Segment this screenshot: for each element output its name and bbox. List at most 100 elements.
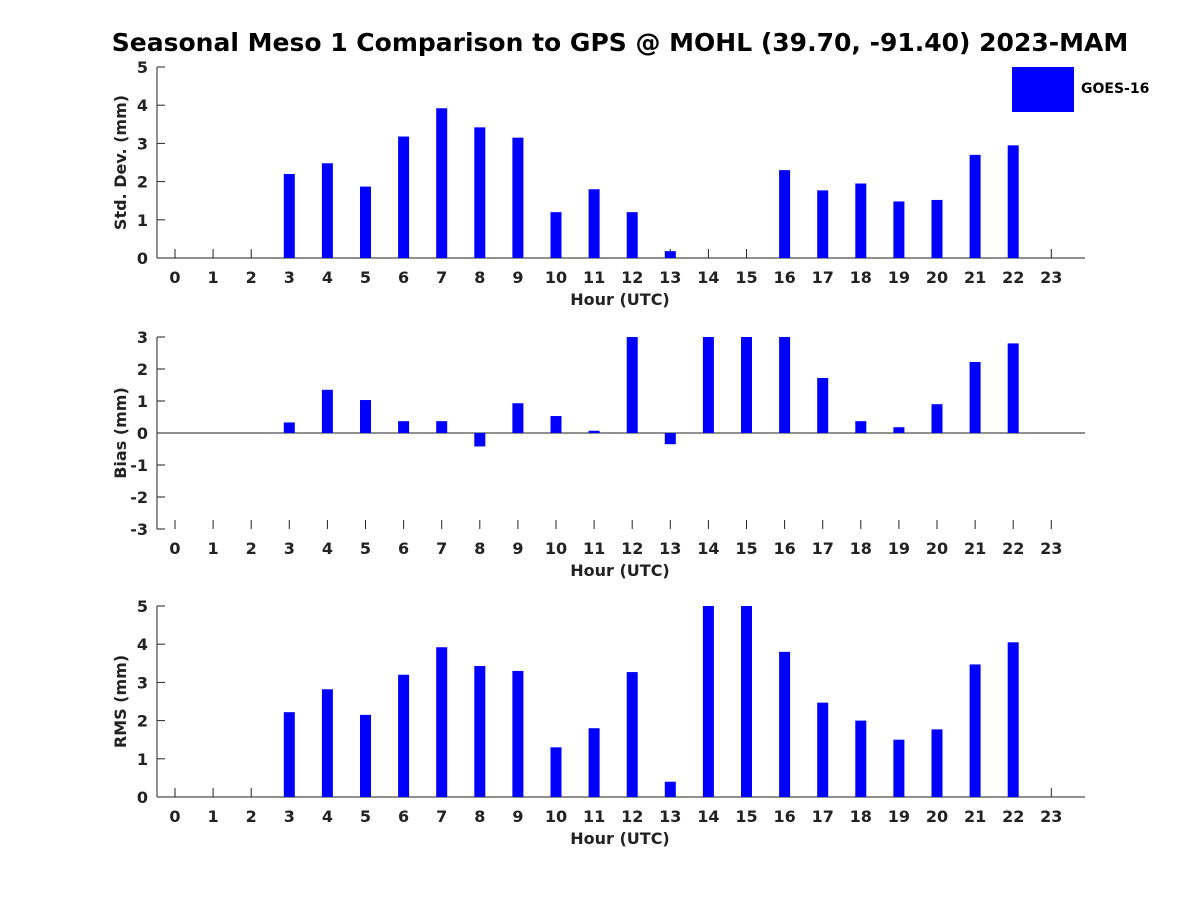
y-axis-label: RMS (mm): [111, 655, 130, 748]
x-tick-label: 15: [735, 807, 757, 826]
bar-hour-19: [893, 201, 905, 258]
y-tick-label: 4: [137, 96, 148, 115]
x-tick-label: 16: [773, 268, 795, 287]
x-tick-label: 2: [246, 807, 257, 826]
bar-hour-10: [550, 416, 562, 433]
x-tick-label: 14: [697, 807, 719, 826]
bar-hour-6: [398, 421, 410, 433]
x-tick-label: 20: [926, 268, 948, 287]
bar-hour-20: [931, 199, 943, 258]
y-tick-label: 0: [137, 424, 148, 443]
y-tick-label: 0: [137, 788, 148, 807]
x-tick-label: 13: [659, 539, 681, 558]
x-tick-label: 15: [735, 268, 757, 287]
legend-swatch: [1012, 67, 1074, 112]
bar-hour-21: [969, 361, 981, 433]
bar-hour-5: [360, 186, 371, 258]
bar-hour-5: [360, 400, 371, 433]
y-tick-label: 2: [137, 173, 148, 192]
x-tick-label: 11: [583, 268, 605, 287]
y-tick-label: 2: [137, 360, 148, 379]
y-tick-label: 3: [137, 673, 148, 692]
bar-hour-7: [436, 421, 448, 433]
x-tick-label: 8: [474, 807, 485, 826]
x-tick-label: 11: [583, 539, 605, 558]
x-tick-label: 4: [322, 807, 333, 826]
x-tick-label: 18: [850, 539, 872, 558]
bar-hour-21: [969, 154, 981, 258]
x-tick-label: 20: [926, 807, 948, 826]
bar-hour-18: [855, 183, 867, 258]
x-tick-label: 4: [322, 268, 333, 287]
x-tick-label: 7: [436, 268, 447, 287]
y-tick-label: 5: [137, 58, 148, 77]
x-tick-label: 15: [735, 539, 757, 558]
bar-hour-13: [664, 781, 676, 797]
x-tick-label: 1: [208, 807, 219, 826]
x-tick-label: 23: [1040, 539, 1062, 558]
x-tick-label: 12: [621, 807, 643, 826]
x-tick-label: 22: [1002, 539, 1024, 558]
bar-hour-16: [779, 651, 791, 797]
x-tick-label: 16: [773, 807, 795, 826]
y-tick-label: 1: [137, 211, 148, 230]
bar-hour-9: [512, 137, 524, 258]
x-tick-label: 0: [169, 268, 180, 287]
x-tick-label: 7: [436, 539, 447, 558]
bar-hour-3: [283, 173, 295, 258]
bar-hour-13: [664, 251, 676, 258]
x-tick-label: 10: [545, 807, 567, 826]
x-tick-label: 0: [169, 807, 180, 826]
bar-hour-18: [855, 421, 867, 433]
x-tick-label: 13: [659, 807, 681, 826]
y-tick-label: 1: [137, 392, 148, 411]
x-tick-label: 0: [169, 539, 180, 558]
x-tick-label: 16: [773, 539, 795, 558]
bar-hour-6: [398, 674, 410, 797]
x-tick-label: 18: [850, 268, 872, 287]
bar-hour-9: [512, 403, 524, 433]
bar-hour-4: [321, 389, 333, 433]
x-tick-label: 12: [621, 268, 643, 287]
bar-hour-17: [817, 377, 829, 433]
x-tick-label: 21: [964, 268, 986, 287]
x-axis-label: Hour (UTC): [570, 561, 670, 580]
bar-hour-9: [512, 670, 524, 797]
bar-hour-8: [474, 127, 486, 258]
bar-hour-20: [931, 729, 943, 797]
x-tick-label: 17: [812, 268, 834, 287]
bar-hour-17: [817, 190, 829, 258]
x-tick-label: 17: [812, 807, 834, 826]
x-tick-label: 18: [850, 807, 872, 826]
bar-hour-3: [283, 422, 295, 433]
bar-hour-4: [321, 163, 333, 258]
bar-hour-14: [702, 337, 714, 433]
bar-hour-22: [1007, 343, 1019, 433]
bar-hour-19: [893, 739, 905, 797]
x-tick-label: 13: [659, 268, 681, 287]
figure-title: Seasonal Meso 1 Comparison to GPS @ MOHL…: [111, 28, 1129, 57]
y-tick-label: -2: [130, 488, 148, 507]
x-tick-label: 9: [512, 807, 523, 826]
x-tick-label: 17: [812, 539, 834, 558]
bar-hour-12: [626, 212, 638, 258]
x-tick-label: 6: [398, 807, 409, 826]
y-tick-label: 0: [137, 249, 148, 268]
bar-hour-8: [474, 433, 486, 447]
bar-hour-10: [550, 212, 562, 258]
bar-hour-16: [779, 337, 791, 433]
x-tick-label: 4: [322, 539, 333, 558]
x-tick-label: 3: [284, 807, 295, 826]
x-tick-label: 19: [888, 807, 910, 826]
x-tick-label: 5: [360, 807, 371, 826]
x-tick-label: 20: [926, 539, 948, 558]
x-tick-label: 11: [583, 807, 605, 826]
x-tick-label: 14: [697, 539, 719, 558]
x-tick-label: 5: [360, 539, 371, 558]
bar-hour-7: [436, 647, 448, 797]
x-tick-label: 22: [1002, 268, 1024, 287]
y-tick-label: 2: [137, 712, 148, 731]
